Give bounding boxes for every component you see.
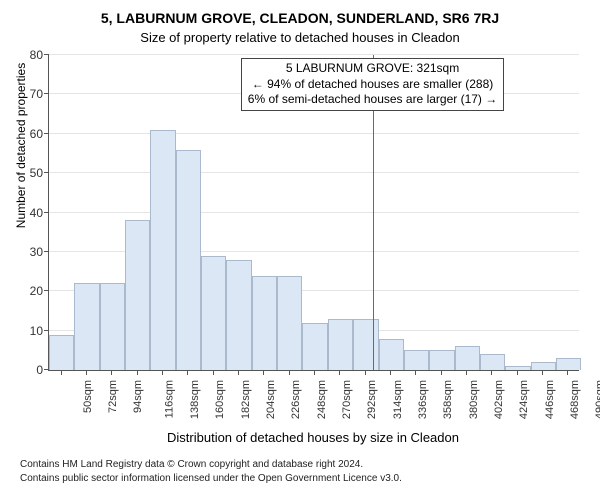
annotation-box: 5 LABURNUM GROVE: 321sqm← 94% of detache… bbox=[241, 58, 504, 111]
histogram-bar bbox=[480, 354, 505, 370]
footer-line-1: Contains HM Land Registry data © Crown c… bbox=[20, 458, 402, 472]
annotation-line-2: ← 94% of detached houses are smaller (28… bbox=[248, 77, 497, 93]
histogram-bar bbox=[429, 350, 454, 370]
footer-attribution: Contains HM Land Registry data © Crown c… bbox=[20, 458, 402, 485]
ytick-label: 60 bbox=[30, 127, 49, 141]
ytick-label: 10 bbox=[30, 324, 49, 338]
ytick-label: 30 bbox=[30, 245, 49, 259]
xtick-mark bbox=[415, 370, 416, 375]
xtick-label: 50sqm bbox=[82, 380, 94, 413]
xtick-mark bbox=[162, 370, 163, 375]
xtick-mark bbox=[365, 370, 366, 375]
x-axis-label: Distribution of detached houses by size … bbox=[48, 430, 578, 445]
xtick-mark bbox=[213, 370, 214, 375]
xtick-label: 402sqm bbox=[493, 380, 505, 419]
xtick-mark bbox=[61, 370, 62, 375]
ytick-label: 20 bbox=[30, 284, 49, 298]
xtick-label: 94sqm bbox=[132, 380, 144, 413]
xtick-mark bbox=[187, 370, 188, 375]
xtick-label: 358sqm bbox=[443, 380, 455, 419]
histogram-bar bbox=[74, 283, 99, 370]
histogram-bar bbox=[505, 366, 530, 370]
xtick-mark bbox=[289, 370, 290, 375]
xtick-label: 182sqm bbox=[240, 380, 252, 419]
xtick-mark bbox=[466, 370, 467, 375]
histogram-bar bbox=[302, 323, 327, 370]
xtick-label: 116sqm bbox=[163, 380, 175, 418]
plot-area: 0102030405060708050sqm72sqm94sqm116sqm13… bbox=[48, 55, 579, 371]
xtick-label: 226sqm bbox=[290, 380, 302, 419]
chart-subtitle: Size of property relative to detached ho… bbox=[0, 30, 600, 45]
xtick-mark bbox=[542, 370, 543, 375]
xtick-label: 446sqm bbox=[544, 380, 556, 419]
histogram-bar bbox=[226, 260, 251, 370]
gridline bbox=[49, 172, 579, 173]
histogram-bar bbox=[556, 358, 581, 370]
xtick-mark bbox=[111, 370, 112, 375]
xtick-label: 248sqm bbox=[316, 380, 328, 419]
histogram-bar bbox=[531, 362, 556, 370]
xtick-mark bbox=[491, 370, 492, 375]
histogram-bar bbox=[379, 339, 404, 371]
xtick-mark bbox=[238, 370, 239, 375]
xtick-mark bbox=[314, 370, 315, 375]
xtick-label: 314sqm bbox=[392, 380, 404, 419]
histogram-bar bbox=[49, 335, 74, 370]
xtick-label: 160sqm bbox=[214, 380, 226, 419]
xtick-label: 270sqm bbox=[341, 380, 353, 419]
xtick-label: 204sqm bbox=[265, 380, 277, 419]
xtick-mark bbox=[339, 370, 340, 375]
histogram-bar bbox=[455, 346, 480, 370]
histogram-bar bbox=[125, 220, 150, 370]
gridline bbox=[49, 212, 579, 213]
ytick-label: 0 bbox=[36, 363, 49, 377]
xtick-mark bbox=[86, 370, 87, 375]
xtick-mark bbox=[517, 370, 518, 375]
histogram-bar bbox=[176, 150, 201, 371]
annotation-line-3: 6% of semi-detached houses are larger (1… bbox=[248, 92, 497, 108]
xtick-label: 138sqm bbox=[189, 380, 201, 419]
histogram-bar bbox=[328, 319, 353, 370]
xtick-label: 468sqm bbox=[569, 380, 581, 419]
xtick-label: 72sqm bbox=[107, 380, 119, 413]
xtick-label: 336sqm bbox=[417, 380, 429, 419]
xtick-mark bbox=[390, 370, 391, 375]
page-title: 5, LABURNUM GROVE, CLEADON, SUNDERLAND, … bbox=[0, 10, 600, 26]
xtick-mark bbox=[137, 370, 138, 375]
histogram-bar bbox=[150, 130, 175, 370]
histogram-bar bbox=[404, 350, 429, 370]
gridline bbox=[49, 133, 579, 134]
ytick-label: 70 bbox=[30, 87, 49, 101]
xtick-label: 292sqm bbox=[366, 380, 378, 419]
xtick-mark bbox=[567, 370, 568, 375]
ytick-label: 50 bbox=[30, 166, 49, 180]
xtick-mark bbox=[263, 370, 264, 375]
annotation-line-1: 5 LABURNUM GROVE: 321sqm bbox=[248, 61, 497, 77]
ytick-label: 80 bbox=[30, 48, 49, 62]
gridline bbox=[49, 54, 579, 55]
histogram-bar bbox=[277, 276, 302, 371]
footer-line-2: Contains public sector information licen… bbox=[20, 472, 402, 486]
xtick-label: 424sqm bbox=[519, 380, 531, 419]
chart-container: 5, LABURNUM GROVE, CLEADON, SUNDERLAND, … bbox=[0, 0, 600, 500]
y-axis-label: Number of detached properties bbox=[14, 0, 28, 303]
histogram-bar bbox=[252, 276, 277, 371]
xtick-label: 490sqm bbox=[595, 380, 600, 419]
xtick-mark bbox=[441, 370, 442, 375]
xtick-label: 380sqm bbox=[468, 380, 480, 419]
histogram-bar bbox=[353, 319, 378, 370]
histogram-bar bbox=[100, 283, 125, 370]
histogram-bar bbox=[201, 256, 226, 370]
ytick-label: 40 bbox=[30, 206, 49, 220]
